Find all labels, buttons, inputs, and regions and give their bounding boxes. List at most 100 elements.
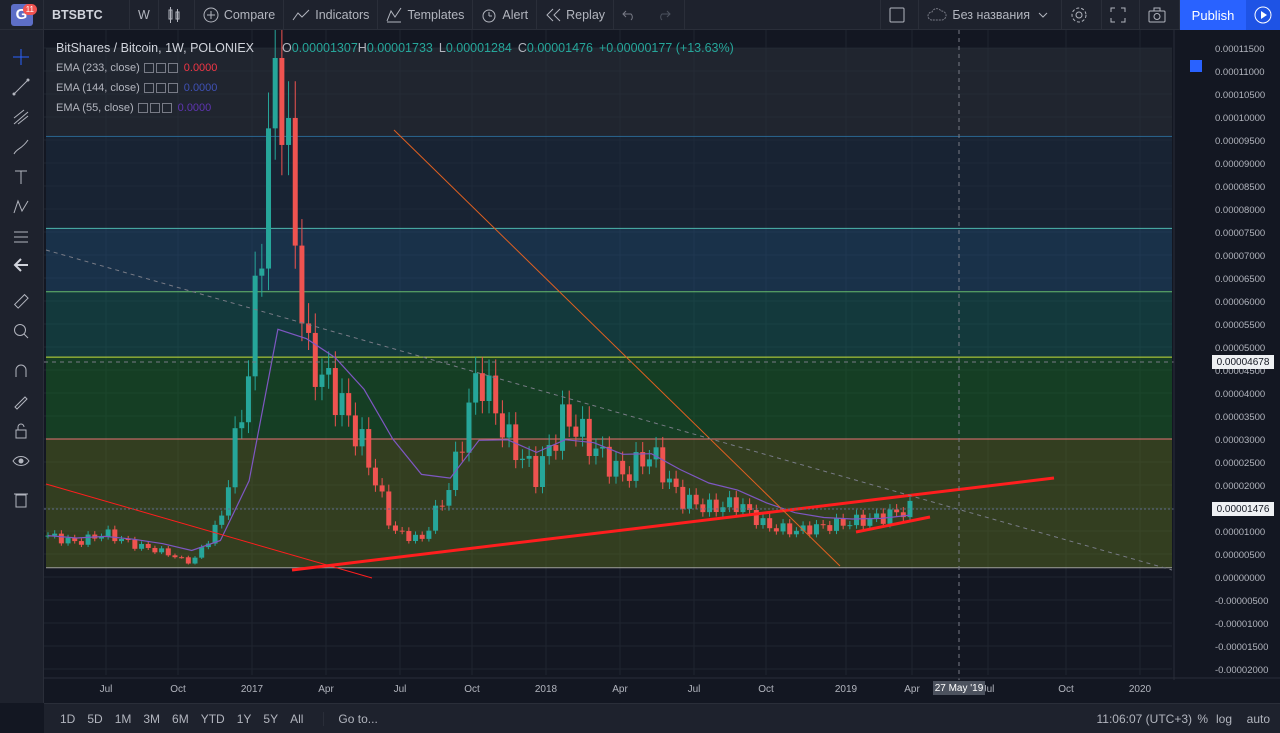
ema-buttons[interactable] [143,63,180,73]
candle-body [105,529,111,537]
support-trend-line [291,476,1055,572]
range-1d[interactable]: 1D [60,711,76,726]
candle-body [479,373,485,402]
fibonacci-retracement[interactable] [46,48,1172,569]
top-toolbar: G 11 BTSBTC W Compare Indicators Templat… [0,0,1280,30]
price-tick-label: 0.00007500 [1215,228,1265,239]
percent-toggle[interactable]: % [1197,712,1208,726]
publish-button[interactable]: Publish [1180,0,1246,30]
magnet-tool[interactable] [10,360,32,382]
candle-body [553,445,559,451]
range-6m[interactable]: 6M [172,711,189,726]
prediction-tool[interactable] [10,226,32,248]
legend-main-row: BitShares / Bitcoin, 1W, POLONIEX O 0.000… [56,38,734,58]
cloud-icon [927,7,947,20]
candle-body [800,525,806,531]
brush-tool[interactable] [10,136,32,158]
candle-body [419,534,425,539]
trend-line-tool[interactable] [10,76,32,98]
remove-drawings-tool[interactable] [10,488,32,510]
candle-body [98,536,104,539]
price-tick-label: -0.00002000 [1215,665,1268,676]
candle-body [139,543,145,549]
indicators-button[interactable]: Indicators [284,0,379,30]
log-toggle[interactable]: log [1215,712,1232,726]
price-tick-label: -0.00001000 [1215,619,1268,630]
settings-button[interactable] [1062,0,1102,30]
redo-button[interactable] [649,0,686,30]
low-value: 0.00001284 [445,41,512,55]
high-label: H [357,41,367,55]
zoom-tool[interactable] [10,320,32,342]
replay-button[interactable]: Replay [537,0,615,30]
ema-legend-row[interactable]: EMA (144, close) 0.0000 [56,78,734,98]
candle-body [232,428,238,488]
publish-dropdown-button[interactable] [1246,0,1280,30]
user-menu-button[interactable]: G 11 [0,0,44,30]
candle-body [433,505,439,531]
stay-in-drawing-tool[interactable] [10,390,32,412]
price-tick-label: 0.00006500 [1215,274,1265,285]
time-tick-label: Apr [904,684,920,695]
interval-button[interactable]: W [130,0,159,30]
object-tree-icon[interactable] [1190,60,1202,72]
goto-button[interactable]: Go to... [323,711,383,726]
candle-body [366,429,372,468]
pattern-tool[interactable] [10,196,32,218]
fib-zone [46,228,1172,292]
fullscreen-toggle[interactable] [880,0,920,30]
chart-type-button[interactable] [159,0,195,30]
close-label: C [517,41,527,55]
crosshair-price-label: 0.00004678 [1212,355,1274,369]
candle-body [399,530,405,532]
range-5d[interactable]: 5D [87,711,103,726]
price-tick-label: 0.00002500 [1215,458,1265,469]
alert-button[interactable]: Alert [473,0,538,30]
templates-label: Templates [407,7,465,22]
candle-body [52,533,58,536]
time-tick-label: Oct [464,684,480,695]
snapshot-button[interactable] [1140,0,1180,30]
price-tick-label: 0.00011000 [1215,67,1265,78]
fullscreen-button[interactable] [1102,0,1140,30]
ema-buttons[interactable] [137,103,174,113]
auto-toggle[interactable]: auto [1246,712,1270,726]
range-ytd[interactable]: YTD [200,711,225,726]
ema-legend-row[interactable]: EMA (55, close) 0.0000 [56,98,734,118]
ema-buttons[interactable] [143,83,180,93]
lock-drawings-tool[interactable] [10,420,32,442]
range-all[interactable]: All [290,711,304,726]
templates-button[interactable]: Templates [378,0,474,30]
candle-body [854,514,860,526]
undo-button[interactable] [614,0,649,30]
crosshair-tool[interactable] [10,46,32,68]
price-axis[interactable]: 0.00011500 0.00011000 0.00010500 0.00010000… [1173,30,1280,703]
symbol-search[interactable]: BTSBTC [44,0,130,30]
hide-drawings-tool[interactable] [10,450,32,472]
range-1m[interactable]: 1M [114,711,132,726]
trash-icon [14,493,28,508]
fib-zone [46,291,1172,358]
price-tick-label: 0.00009500 [1215,136,1265,147]
candle-body [566,404,572,427]
candle-body [58,533,64,544]
compare-button[interactable]: Compare [195,0,285,30]
range-3m[interactable]: 3M [143,711,161,726]
layout-name-button[interactable]: Без названия [919,0,1062,30]
ema-legend-row[interactable]: EMA (233, close) 0.0000 [56,58,734,78]
magnet-icon [15,364,27,377]
price-tick-label: 0.00011500 [1215,44,1265,55]
time-tick-label: 2018 [535,684,558,695]
time-axis[interactable]: Jul Oct 2017 Apr Jul Oct 2018 Apr Jul Oct 2019 Apr J… [44,677,1280,695]
candle-body [646,459,652,467]
clock[interactable]: 11:06:07 (UTC+3) [1096,712,1193,726]
back-button[interactable] [10,254,32,276]
price-chart[interactable]: 0.00011500 0.00011000 0.00010500 0.00010000… [44,30,1280,703]
measure-tool[interactable] [10,290,32,312]
range-5y[interactable]: 5Y [263,711,279,726]
pitchfork-tool[interactable] [10,106,32,128]
range-1y[interactable]: 1Y [236,711,252,726]
text-tool[interactable] [10,166,32,188]
user-drawings[interactable] [44,30,1210,680]
candle-body [446,490,452,506]
